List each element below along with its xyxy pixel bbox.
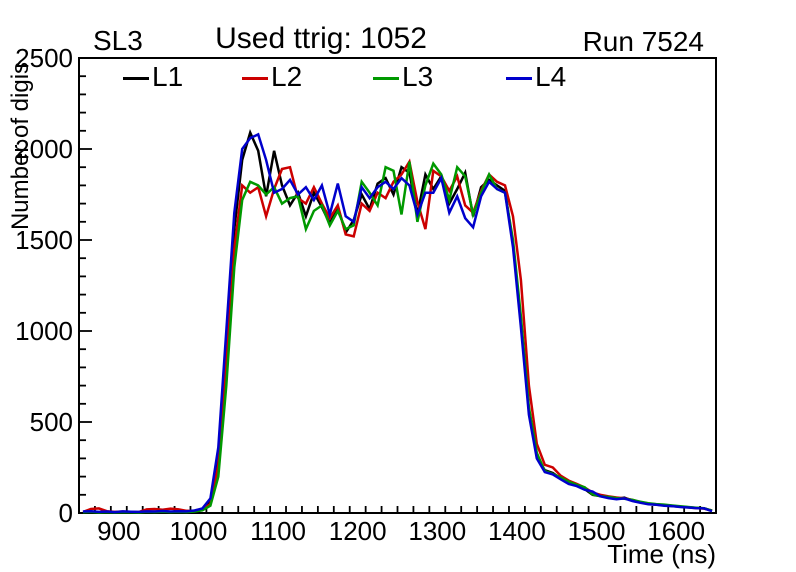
legend-swatch-l4: [506, 77, 532, 80]
series-lines: [82, 128, 713, 514]
superlayer-label: SL3: [93, 25, 143, 56]
legend-swatch-l3: [373, 77, 399, 80]
legend-label-l2: L2: [271, 61, 303, 92]
x-tick-label: 1400: [488, 516, 546, 546]
axis-tick-labels: 900 1000 1100 1200 1300 1400 1500 1600 0 500 1000 1…: [15, 43, 705, 546]
axis-ticks: [79, 57, 701, 513]
y-axis-title: Number of digis: [7, 62, 34, 230]
legend-swatch-l1: [123, 77, 149, 80]
legend-swatch-l2: [242, 77, 268, 80]
x-tick-label: 1100: [250, 516, 306, 546]
ttrig-title: Used ttrig: 1052: [215, 22, 427, 55]
legend-label-l3: L3: [402, 61, 434, 92]
y-tick-label: 1000: [15, 316, 73, 346]
x-tick-label: 1600: [647, 516, 705, 546]
y-tick-label: 500: [30, 407, 73, 437]
x-tick-label: 1500: [568, 516, 626, 546]
y-tick-label: 0: [59, 498, 73, 528]
x-tick-label: 1300: [408, 516, 466, 546]
y-tick-label: 2000: [15, 134, 73, 164]
x-axis-title: Time (ns): [607, 539, 716, 569]
x-tick-label: 1000: [170, 516, 228, 546]
run-label: Run 7524: [582, 26, 704, 57]
series-line-l4: [82, 132, 713, 514]
x-tick-label: 900: [97, 516, 140, 546]
series-line-l3: [82, 160, 713, 514]
plot-frame: [78, 57, 717, 514]
y-tick-label: 2500: [15, 43, 73, 73]
legend-label-l4: L4: [535, 61, 567, 92]
series-line-l2: [82, 158, 713, 514]
y-tick-label: 1500: [15, 225, 73, 255]
x-tick-label: 1200: [329, 516, 387, 546]
legend-label-l1: L1: [152, 61, 184, 92]
